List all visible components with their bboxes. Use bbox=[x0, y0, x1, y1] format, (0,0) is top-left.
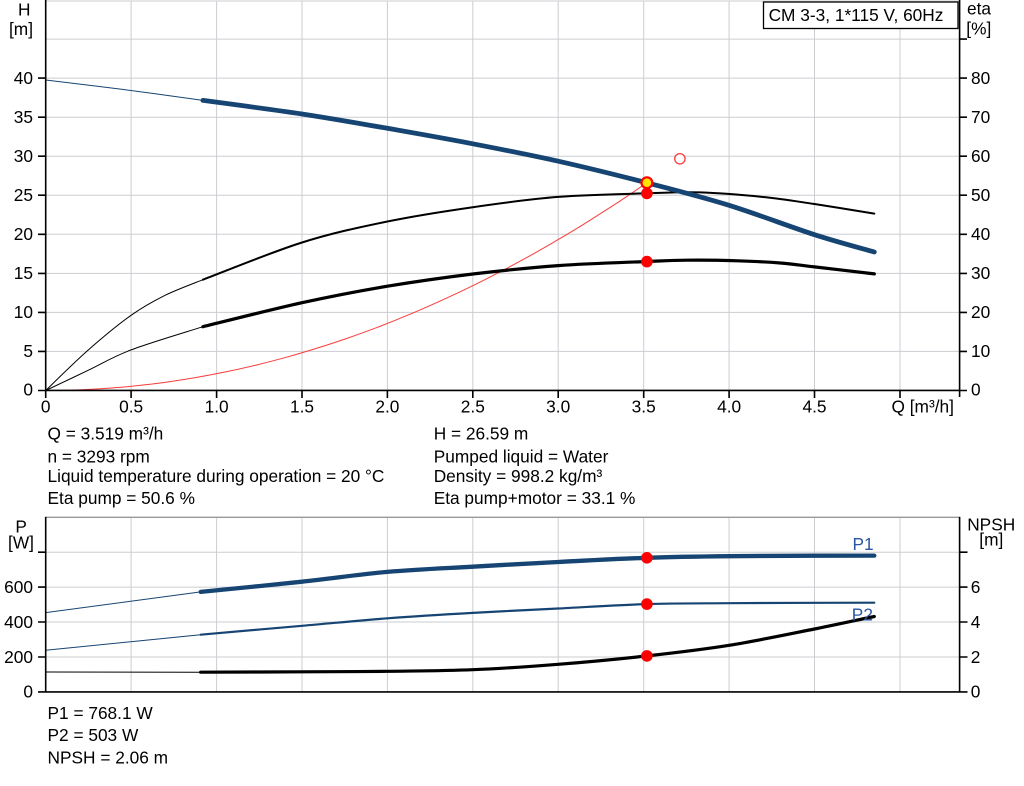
svg-text:4: 4 bbox=[971, 612, 981, 632]
svg-text:10: 10 bbox=[14, 302, 33, 322]
svg-text:1.0: 1.0 bbox=[205, 397, 229, 417]
svg-text:0: 0 bbox=[41, 397, 51, 417]
svg-text:n = 3293 rpm: n = 3293 rpm bbox=[48, 447, 150, 467]
svg-text:Pumped liquid = Water: Pumped liquid = Water bbox=[434, 447, 609, 467]
svg-text:4.5: 4.5 bbox=[802, 397, 826, 417]
svg-text:2.5: 2.5 bbox=[461, 397, 485, 417]
svg-text:30: 30 bbox=[14, 146, 33, 166]
svg-text:1.5: 1.5 bbox=[290, 397, 314, 417]
svg-text:0: 0 bbox=[23, 682, 33, 702]
svg-text:P: P bbox=[15, 517, 27, 537]
svg-text:20: 20 bbox=[971, 302, 990, 322]
svg-text:200: 200 bbox=[4, 647, 33, 667]
svg-text:35: 35 bbox=[14, 107, 33, 127]
svg-text:H: H bbox=[18, 0, 30, 20]
svg-text:[W]: [W] bbox=[8, 533, 34, 553]
svg-text:80: 80 bbox=[971, 68, 990, 88]
svg-text:70: 70 bbox=[971, 107, 990, 127]
svg-text:50: 50 bbox=[971, 185, 990, 205]
svg-text:10: 10 bbox=[971, 341, 990, 361]
svg-text:P1: P1 bbox=[853, 534, 874, 554]
svg-text:600: 600 bbox=[4, 577, 33, 597]
svg-text:[m]: [m] bbox=[979, 530, 1003, 550]
svg-text:2.0: 2.0 bbox=[375, 397, 399, 417]
svg-text:[m]: [m] bbox=[9, 19, 33, 39]
svg-text:Q [m³/h]: Q [m³/h] bbox=[892, 397, 954, 417]
svg-text:40: 40 bbox=[14, 68, 33, 88]
svg-text:4.0: 4.0 bbox=[717, 397, 741, 417]
svg-text:Eta pump = 50.6 %: Eta pump = 50.6 % bbox=[48, 488, 195, 508]
svg-text:0: 0 bbox=[971, 379, 981, 399]
svg-text:P2: P2 bbox=[852, 604, 873, 624]
svg-text:60: 60 bbox=[971, 146, 990, 166]
svg-text:P1 = 768.1 W: P1 = 768.1 W bbox=[48, 703, 154, 723]
svg-text:20: 20 bbox=[14, 224, 33, 244]
svg-text:[%]: [%] bbox=[966, 19, 991, 39]
svg-text:0: 0 bbox=[971, 682, 981, 702]
svg-text:6: 6 bbox=[971, 577, 981, 597]
svg-text:Density = 998.2 kg/m³: Density = 998.2 kg/m³ bbox=[434, 466, 603, 486]
svg-text:Eta pump+motor = 33.1 %: Eta pump+motor = 33.1 % bbox=[434, 488, 636, 508]
svg-text:0.5: 0.5 bbox=[119, 397, 143, 417]
svg-text:400: 400 bbox=[4, 612, 33, 632]
svg-text:P2 = 503 W: P2 = 503 W bbox=[48, 725, 139, 745]
svg-text:Liquid temperature during oper: Liquid temperature during operation = 20… bbox=[48, 466, 385, 486]
svg-text:25: 25 bbox=[14, 185, 33, 205]
svg-text:H = 26.59 m: H = 26.59 m bbox=[434, 424, 529, 444]
svg-text:Q = 3.519 m³/h: Q = 3.519 m³/h bbox=[48, 424, 164, 444]
svg-text:eta: eta bbox=[967, 0, 991, 19]
svg-text:2: 2 bbox=[971, 647, 981, 667]
svg-text:30: 30 bbox=[971, 263, 990, 283]
svg-text:40: 40 bbox=[971, 224, 990, 244]
svg-text:15: 15 bbox=[14, 263, 33, 283]
svg-text:CM 3-3, 1*115 V, 60Hz: CM 3-3, 1*115 V, 60Hz bbox=[769, 5, 944, 25]
svg-text:3.0: 3.0 bbox=[546, 397, 570, 417]
svg-text:5: 5 bbox=[23, 341, 33, 361]
svg-text:3.5: 3.5 bbox=[632, 397, 656, 417]
svg-text:0: 0 bbox=[23, 379, 33, 399]
svg-text:NPSH: NPSH bbox=[967, 515, 1015, 535]
svg-text:NPSH = 2.06 m: NPSH = 2.06 m bbox=[48, 747, 169, 767]
